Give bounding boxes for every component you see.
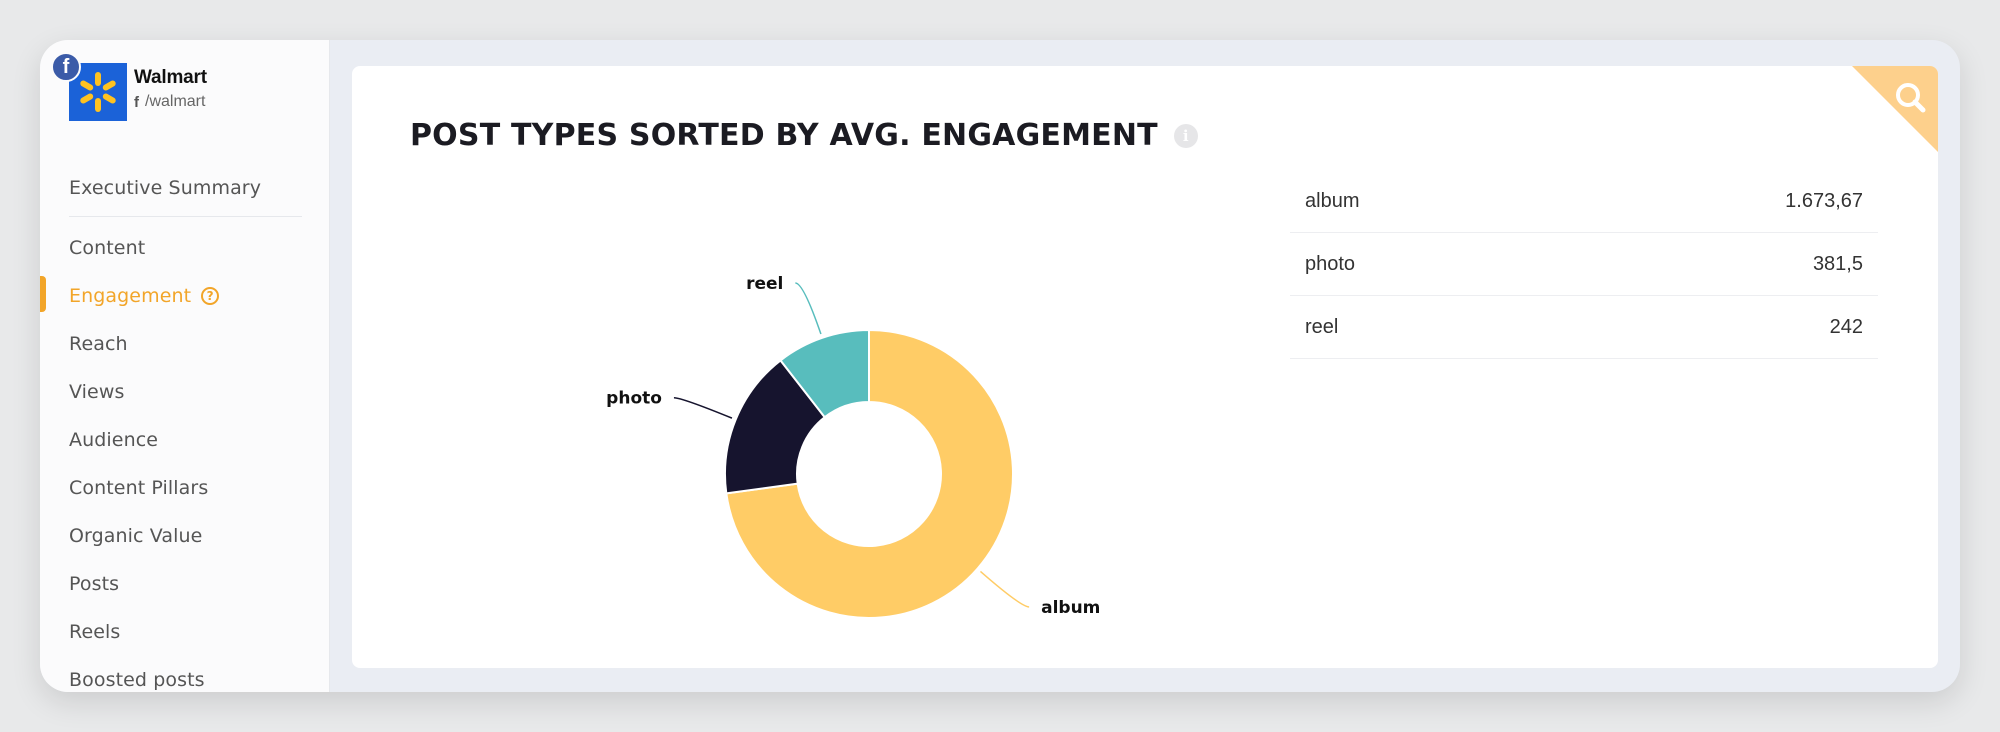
sidebar-item-boosted-posts[interactable]: Boosted posts — [40, 656, 329, 692]
sidebar-item-posts[interactable]: Posts — [40, 560, 329, 608]
sidebar-item-label: Engagement — [69, 285, 192, 307]
leader-line-photo — [673, 396, 733, 419]
facebook-small-icon: f — [134, 93, 139, 111]
sidebar: f Walmart f /walmart Executive Summary — [40, 40, 330, 692]
sidebar-item-label: Executive Summary — [69, 177, 262, 199]
help-icon[interactable]: ? — [201, 287, 220, 305]
table-row: reel 242 — [1290, 296, 1878, 359]
engagement-card: POST TYPES SORTED BY AVG. ENGAGEMENT i a… — [352, 66, 1938, 668]
search-icon — [1896, 83, 1926, 113]
sidebar-item-label: Audience — [69, 429, 159, 451]
brand-handle: /walmart — [145, 93, 206, 110]
post-type-label: photo — [1305, 252, 1356, 275]
sidebar-item-label: Boosted posts — [69, 669, 205, 691]
table-row: album 1.673,67 — [1290, 170, 1878, 233]
sidebar-item-views[interactable]: Views — [40, 368, 329, 416]
sidebar-item-label: Content — [69, 237, 146, 259]
leader-line-album — [979, 570, 1030, 608]
sidebar-item-label: Reels — [69, 621, 121, 643]
donut-slice-photo[interactable] — [724, 359, 827, 495]
sidebar-item-reels[interactable]: Reels — [40, 608, 329, 656]
donut-slice-reel[interactable] — [779, 328, 870, 419]
slice-label-album: album — [1041, 598, 1100, 618]
sidebar-item-label: Organic Value — [69, 525, 203, 547]
sidebar-item-executive-summary[interactable]: Executive Summary — [40, 160, 329, 216]
card-title: POST TYPES SORTED BY AVG. ENGAGEMENT i — [410, 118, 1198, 153]
donut-slice-album[interactable] — [725, 328, 1014, 619]
app-window: f Walmart f /walmart Executive Summary — [40, 40, 1960, 692]
sidebar-item-reach[interactable]: Reach — [40, 320, 329, 368]
post-type-label: album — [1305, 189, 1360, 212]
info-icon[interactable]: i — [1173, 123, 1198, 148]
sidebar-item-content-pillars[interactable]: Content Pillars — [40, 464, 329, 512]
facebook-icon: f — [51, 52, 81, 82]
donut-chart: album photo reel — [606, 274, 1100, 619]
sidebar-item-audience[interactable]: Audience — [40, 416, 329, 464]
brand-name: Walmart — [134, 67, 207, 88]
sidebar-nav: Executive Summary Content Engagement ? R… — [40, 160, 329, 692]
table-row: photo 381,5 — [1290, 233, 1878, 296]
nav-divider — [69, 216, 302, 217]
post-type-table: album 1.673,67 photo 381,5 reel 242 — [1290, 170, 1878, 359]
post-type-value: 381,5 — [1812, 252, 1863, 275]
post-type-label: reel — [1305, 315, 1339, 338]
post-type-value: 1.673,67 — [1785, 189, 1863, 212]
sidebar-item-label: Content Pillars — [69, 477, 209, 499]
sidebar-item-label: Reach — [69, 333, 128, 355]
card-title-text: POST TYPES SORTED BY AVG. ENGAGEMENT — [410, 118, 1158, 153]
post-type-value: 242 — [1829, 315, 1863, 338]
sidebar-item-label: Posts — [69, 573, 120, 595]
brand-handle-row: f /walmart — [134, 93, 205, 111]
sidebar-item-organic-value[interactable]: Organic Value — [40, 512, 329, 560]
slice-label-reel: reel — [746, 274, 783, 294]
sidebar-item-content[interactable]: Content — [40, 224, 329, 272]
search-corner-button[interactable] — [1852, 66, 1938, 152]
sidebar-item-label: Views — [69, 381, 125, 403]
walmart-spark-icon — [80, 72, 116, 112]
leader-line-reel — [795, 282, 822, 335]
sidebar-item-engagement[interactable]: Engagement ? — [40, 272, 329, 320]
slice-label-photo: photo — [606, 389, 662, 409]
